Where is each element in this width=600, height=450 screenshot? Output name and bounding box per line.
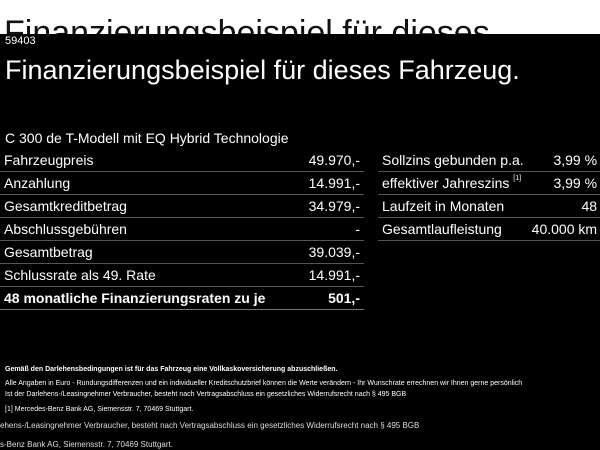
table-row: Sollzins gebunden p.a. 3,99 %	[378, 149, 600, 172]
background-page-top: Finanzierungsbeispiel für dieses	[0, 0, 600, 34]
row-label: Gesamtbetrag	[0, 240, 299, 264]
row-value: 14.991,-	[298, 171, 364, 195]
row-value: 3,99 %	[527, 171, 600, 195]
row-label: Schlussrate als 49. Rate	[0, 263, 299, 287]
background-page-bottom: ehens-/Leasingnehmer Verbraucher, besteh…	[0, 412, 600, 450]
table-row: Fahrzeugpreis 49.970,-	[0, 149, 364, 172]
row-label: 48 monatliche Finanzierungsraten zu je	[0, 286, 299, 310]
financing-table: Fahrzeugpreis 49.970,- Anzahlung 14.991,…	[0, 149, 364, 310]
row-value: 39.039,-	[298, 240, 364, 264]
row-label: Sollzins gebunden p.a.	[378, 149, 528, 172]
row-label: Laufzeit in Monaten	[378, 194, 528, 218]
row-value: -	[298, 217, 364, 241]
footnote-text: Mercedes-Benz Bank AG, Siemensstr. 7, 70…	[14, 406, 194, 413]
footnote-marker: [1]	[5, 406, 13, 413]
row-label: Anzahlung	[0, 171, 299, 195]
footnote-reference: [1] Mercedes-Benz Bank AG, Siemensstr. 7…	[5, 406, 595, 413]
ad-id: 59403	[5, 35, 36, 47]
monthly-rate-value: 501,-	[298, 286, 364, 310]
row-value: 34.979,-	[298, 194, 364, 218]
disclaimer-line: Ist der Darlehens-/Leasingnehmer Verbrau…	[5, 391, 407, 398]
background-footnote-line: s-Benz Bank AG, Siemensstr. 7, 70469 Stu…	[0, 440, 173, 449]
row-label: Fahrzeugpreis	[0, 149, 299, 172]
footnote-marker: [1]	[513, 175, 522, 182]
row-label: Gesamtlaufleistung	[378, 217, 528, 241]
insurance-note: Gemäß den Darlehensbedingungen ist für d…	[5, 366, 338, 373]
disclaimer-line: Alle Angaben in Euro - Rundungsdifferenz…	[5, 380, 523, 387]
table-row: Gesamtbetrag 39.039,-	[0, 240, 364, 264]
row-value: 49.970,-	[298, 149, 364, 172]
table-row: Abschlussgebühren -	[0, 217, 364, 241]
row-value: 48	[527, 194, 600, 218]
page-title: Finanzierungsbeispiel für dieses Fahrzeu…	[5, 55, 520, 85]
row-label: effektiver Jahreszins [1]	[378, 171, 528, 195]
table-row: Schlussrate als 49. Rate 14.991,-	[0, 263, 364, 287]
row-value: 3,99 %	[527, 149, 600, 172]
table-row: effektiver Jahreszins [1] 3,99 %	[378, 171, 600, 195]
table-row: Anzahlung 14.991,-	[0, 171, 364, 195]
row-label: Abschlussgebühren	[0, 217, 299, 241]
row-value: 14.991,-	[298, 263, 364, 287]
background-headline-text: Finanzierungsbeispiel für dieses	[4, 14, 490, 34]
row-label: Gesamtkreditbetrag	[0, 194, 299, 218]
monthly-rate-row: 48 monatliche Finanzierungsraten zu je 5…	[0, 286, 364, 310]
row-value: 40.000 km	[527, 217, 600, 241]
vehicle-model: C 300 de T-Modell mit EQ Hybrid Technolo…	[5, 130, 289, 146]
table-row: Gesamtlaufleistung 40.000 km	[378, 217, 600, 241]
table-row: Laufzeit in Monaten 48	[378, 194, 600, 218]
table-row: Gesamtkreditbetrag 34.979,-	[0, 194, 364, 218]
background-footnote-line: ehens-/Leasingnehmer Verbraucher, besteh…	[0, 421, 420, 430]
interest-table: Sollzins gebunden p.a. 3,99 % effektiver…	[378, 149, 600, 241]
